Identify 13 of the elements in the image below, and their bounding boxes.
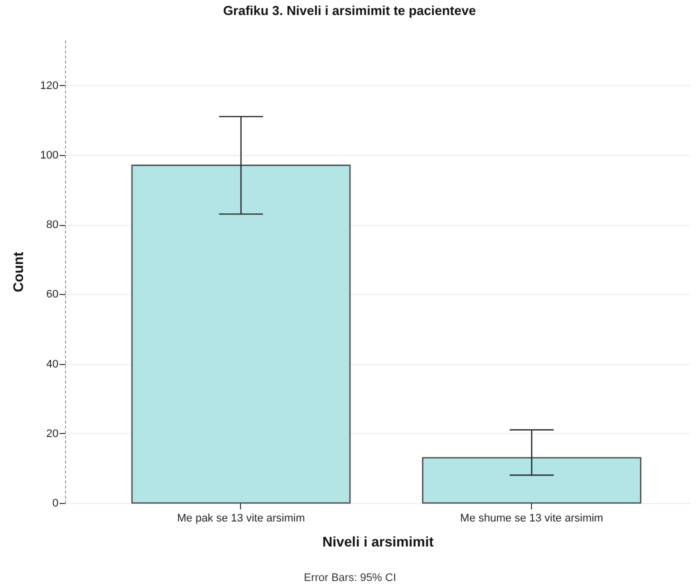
y-tick-label: 100 <box>40 149 58 162</box>
text: Error Bars: 95% CI <box>304 572 396 584</box>
y-tick-label: 60 <box>46 288 58 301</box>
x-tick-label: Me pak se 13 vite arsimim <box>177 512 305 524</box>
chart-title: Grafiku 3. Niveli i arsimimit te pacienteve <box>223 3 476 18</box>
y-tick-label: 120 <box>40 80 58 92</box>
y-axis-title: Count <box>10 251 26 292</box>
y-tick-label: 20 <box>46 428 58 440</box>
y-tick-label: 0 <box>52 498 58 510</box>
y-tick-label: 80 <box>46 219 58 232</box>
x-axis-title: Niveli i arsimimit <box>322 534 434 550</box>
x-tick-label: Me shume se 13 vite arsimim <box>460 512 604 524</box>
y-tick-label: 40 <box>46 358 58 370</box>
